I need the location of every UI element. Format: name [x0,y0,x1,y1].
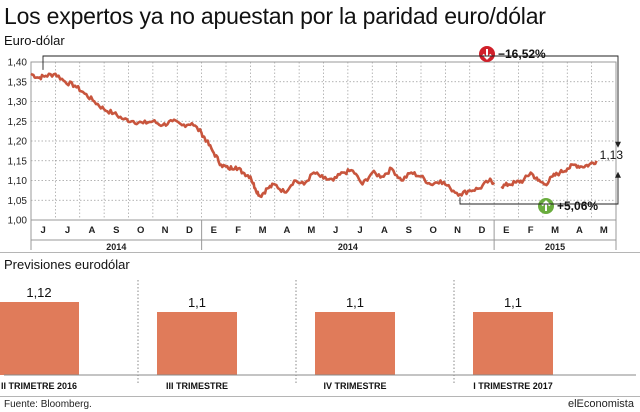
y-tick-label: 1,00 [8,216,28,227]
x-tick-label: A [89,225,96,236]
x-tick-label: F [235,225,241,236]
y-tick-label: 1,20 [8,137,28,148]
bar [157,312,237,375]
x-tick-label: M [307,225,315,236]
bar-value-label: 1,1 [188,295,206,310]
x-tick-label: M [600,225,608,236]
x-tick-label: J [333,225,338,236]
x-tick-label: A [576,225,583,236]
x-tick-label: A [381,225,388,236]
x-tick-label: D [479,225,486,236]
y-tick-label: 1,15 [8,156,28,167]
line-chart-title: Euro-dólar [4,33,65,48]
down-change-label: −16,52% [498,47,546,61]
year-label: 2014 [106,242,126,252]
footer-divider [0,396,640,397]
source-note: Fuente: Bloomberg. [4,399,92,410]
x-tick-label: J [41,225,46,236]
last-value-label: 1,13 [600,148,624,162]
x-tick-label: E [211,225,217,236]
x-tick-label: D [186,225,193,236]
y-tick-label: 1,35 [8,77,28,88]
bar [315,312,395,375]
x-tick-label: M [259,225,267,236]
x-tick-label: O [429,225,436,236]
y-tick-label: 1,30 [8,97,28,108]
bar-value-label: 1,1 [346,295,364,310]
line-chart: 1,00 1,05 1,10 1,15 1,20 1,25 1,30 1,35 1,40 J J A S… [8,46,624,252]
y-tick-label: 1,05 [8,196,28,207]
x-tick-label: S [406,225,412,236]
x-tick-label: S [113,225,119,236]
bar-category-label: III TRIMESTRE [166,381,228,391]
x-tick-label: A [284,225,291,236]
x-tick-label: M [551,225,559,236]
up-change-label: +5,06% [557,199,598,213]
year-label: 2015 [545,242,565,252]
series-line [30,72,496,199]
bar [473,312,553,375]
bar-value-label: 1,12 [26,285,51,300]
x-tick-label: J [357,225,362,236]
brand-logo-text: elEconomista [567,398,634,410]
year-label: 2014 [338,242,358,252]
down-bracket [42,55,619,147]
down-bracket-arrowhead [615,141,621,148]
x-tick-label: N [162,225,169,236]
bar-chart-title: Previsiones eurodólar [4,257,130,272]
x-tick-label: O [137,225,144,236]
x-tick-label: N [454,225,461,236]
x-tick-label: E [503,225,509,236]
bar [0,302,79,375]
bar-chart: 1,12 II TRIMETRE 2016 1,1 III TRIMESTRE 1,1 I… [0,280,636,391]
bar-category-label: I TRIMESTRE 2017 [473,381,553,391]
y-tick-label: 1,40 [8,58,28,69]
up-bracket [459,172,619,205]
x-tick-label: F [528,225,534,236]
y-tick-label: 1,25 [8,117,28,128]
series-line [500,160,598,190]
up-bracket-arrowhead [615,171,621,178]
x-tick-label: J [65,225,70,236]
y-tick-label: 1,10 [8,176,28,187]
bar-value-label: 1,1 [504,295,522,310]
divider-line [0,252,640,253]
page-title: Los expertos ya no apuestan por la parid… [4,3,546,29]
bar-category-label: II TRIMETRE 2016 [1,381,77,391]
bar-category-label: IV TRIMESTRE [323,381,386,391]
